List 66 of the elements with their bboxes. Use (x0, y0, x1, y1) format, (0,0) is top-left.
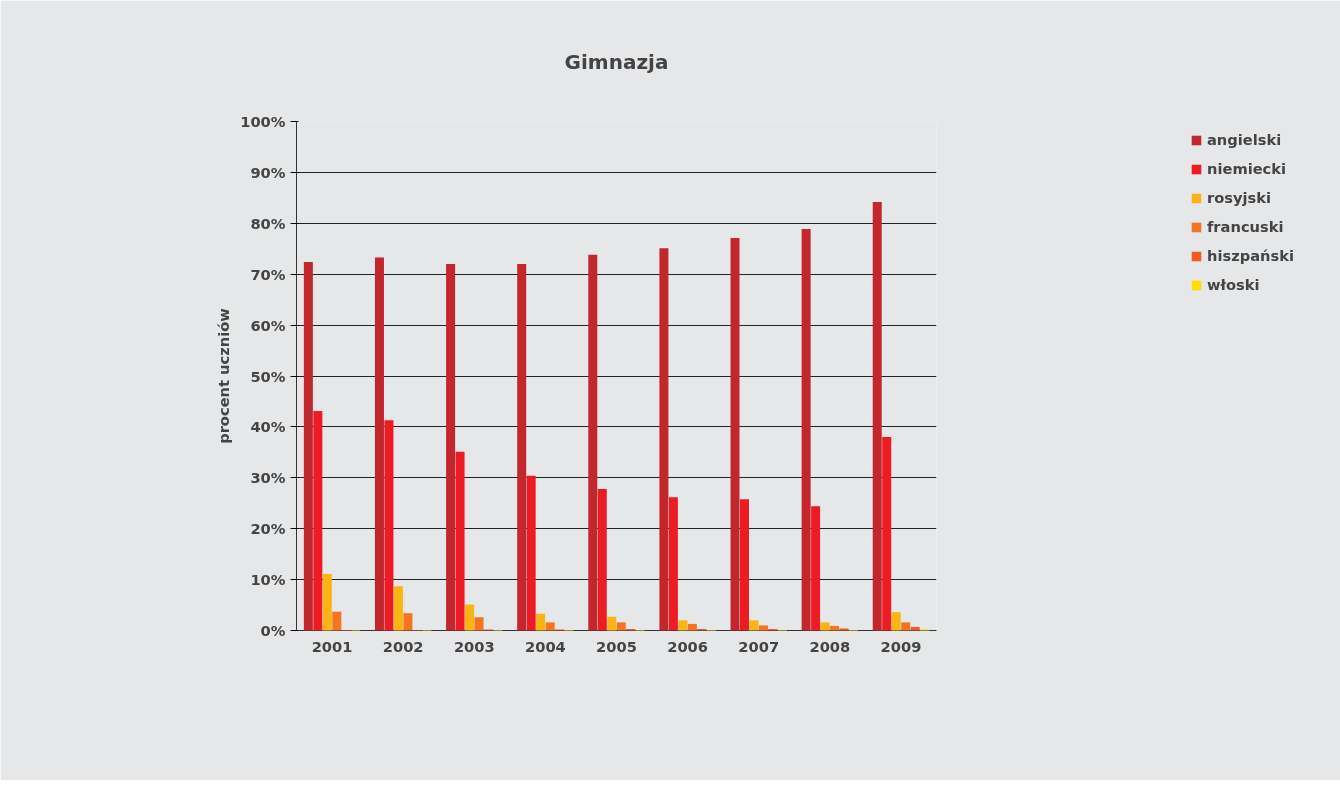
y-tick-label: 90% (250, 163, 286, 181)
bar (545, 622, 555, 631)
y-tick-label: 60% (250, 316, 286, 334)
bar (332, 611, 342, 631)
bar (465, 604, 475, 631)
x-tick-label: 2009 (880, 637, 922, 655)
bar (303, 261, 313, 631)
bar (678, 620, 688, 631)
y-tick-label: 70% (250, 265, 286, 283)
bar (322, 574, 332, 631)
y-tick-label: 0% (260, 622, 286, 639)
y-tick-label: 10% (250, 571, 286, 589)
bar (668, 497, 678, 631)
bar (455, 451, 465, 631)
bar (730, 238, 740, 631)
bar (588, 254, 598, 631)
bar (384, 420, 394, 631)
x-tick-label: 2003 (453, 637, 495, 655)
bar (830, 625, 840, 631)
y-axis-title: procent uczniów (215, 307, 233, 444)
bar (403, 613, 413, 631)
bar (811, 506, 821, 631)
bar (659, 248, 669, 631)
legend-label: hiszpański (1206, 247, 1295, 264)
legend-label: niemiecki (1206, 160, 1287, 177)
bar (749, 620, 759, 631)
x-tick-label: 2001 (311, 637, 353, 655)
bar (872, 201, 882, 631)
y-tick-label: 40% (250, 418, 286, 436)
legend-label: włoski (1206, 276, 1260, 293)
bar (758, 625, 768, 631)
bar (740, 499, 749, 631)
y-tick-label: 20% (250, 520, 286, 538)
bar (901, 622, 911, 631)
x-tick-label: 2002 (382, 637, 424, 655)
bar (801, 228, 811, 631)
x-tick-label: 2006 (667, 637, 709, 655)
bar (393, 586, 403, 631)
x-tick-label: 2004 (524, 637, 566, 655)
y-tick-label: 100% (240, 113, 286, 130)
bar (474, 617, 484, 631)
x-tick-label: 2008 (809, 637, 851, 655)
bar (607, 616, 617, 631)
legend-label: rosyjski (1206, 189, 1272, 206)
bar (687, 623, 697, 631)
bar (882, 437, 892, 631)
bar (910, 626, 920, 631)
x-tick-label: 2005 (596, 637, 637, 655)
bar (374, 257, 384, 631)
bar (839, 628, 849, 631)
y-tick-label: 50% (250, 367, 286, 385)
bar (597, 489, 607, 631)
legend-label: francuski (1206, 218, 1284, 235)
bar (313, 411, 323, 631)
y-tick-label: 80% (250, 214, 286, 232)
x-tick-label: 2007 (738, 637, 780, 655)
bar (536, 613, 546, 631)
legend-label: angielski (1206, 131, 1282, 148)
bar (446, 264, 456, 631)
bar (526, 475, 536, 631)
chart-title: Gimnazja (564, 50, 669, 74)
bar (616, 622, 626, 631)
bar (517, 264, 527, 631)
y-tick-label: 30% (250, 469, 286, 487)
bar (820, 622, 830, 631)
bar (891, 612, 901, 631)
